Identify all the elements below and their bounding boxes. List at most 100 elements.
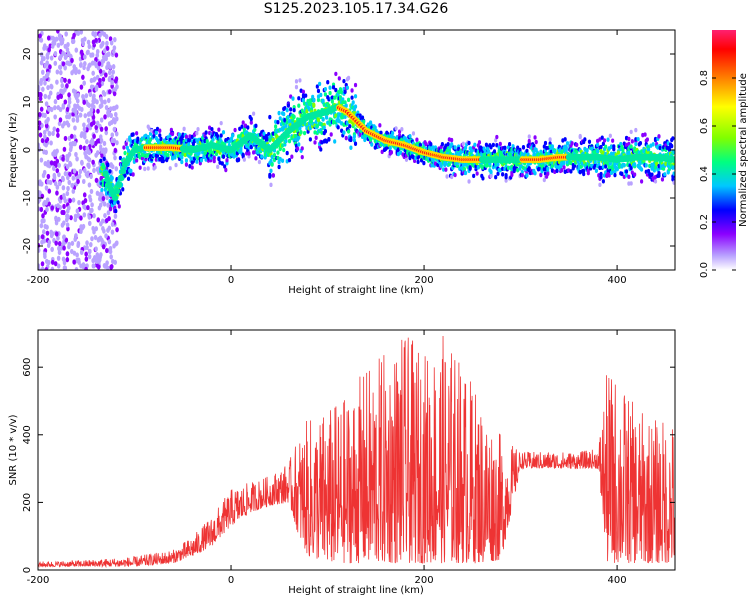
spectrogram-cell: [546, 166, 550, 171]
spectrogram-cell: [71, 188, 76, 194]
spectrogram-cell: [260, 154, 264, 159]
spectrogram-cell: [71, 111, 75, 117]
spectrogram-cell: [108, 169, 112, 174]
spectrogram-cell: [431, 145, 435, 150]
spectrogram-cell: [57, 241, 62, 247]
spectrogram-cell: [621, 147, 625, 152]
spectrogram-cell: [184, 162, 189, 167]
spectrogram-cell: [494, 175, 498, 180]
spectrogram-cell: [55, 158, 60, 164]
spectrogram-cell: [102, 48, 107, 54]
spectrogram-cell: [47, 239, 52, 246]
spectrogram-cell: [90, 52, 95, 58]
spectrogram-cell: [657, 134, 661, 139]
spectrogram-cell: [304, 93, 308, 98]
spectrogram-cell: [40, 239, 44, 245]
spectrogram-cell: [299, 130, 303, 135]
spectrogram-cell: [316, 88, 321, 94]
spectrogram-cell: [446, 142, 450, 147]
spectrogram-cell: [343, 100, 347, 105]
spectrogram-cell: [604, 144, 608, 149]
spectrogram-cell: [111, 49, 116, 55]
spectrogram-cell: [302, 130, 307, 136]
spectrogram-cell: [242, 157, 246, 162]
spectrogram-cell: [40, 234, 45, 240]
spectrogram-cell: [87, 254, 92, 260]
snr-xtick-label: 0: [228, 575, 234, 586]
spectrogram-cell: [54, 231, 59, 237]
spectrogram-cell: [64, 31, 68, 37]
spectrogram-cell: [68, 112, 72, 118]
spectrogram-cell: [397, 129, 402, 134]
spectrogram-cell: [106, 112, 110, 118]
spectrogram-cell: [575, 142, 579, 148]
spectrogram-cell: [65, 257, 70, 263]
snr-ytick-label: 600: [22, 358, 33, 377]
spectrogram-cell: [57, 180, 62, 187]
spectrogram-cell: [268, 172, 272, 178]
spectrogram-cell: [344, 135, 348, 141]
spectrogram-cell: [112, 45, 117, 51]
spectrogram-cell: [89, 188, 94, 195]
spectrogram-cell: [328, 90, 332, 96]
spectrogram-cell: [498, 141, 502, 147]
spectrogram-cell: [45, 60, 49, 66]
spectrogram-cell: [634, 141, 638, 147]
spectrogram-cell: [65, 106, 70, 113]
spectrogram-cell: [269, 182, 273, 188]
spectrogram-cell: [45, 230, 50, 236]
spectrogram-cell: [68, 171, 72, 177]
spectrogram-cell: [82, 212, 87, 218]
spectrogram-cell: [83, 167, 87, 173]
spectrogram-cell: [187, 142, 191, 147]
spectrogram-cell: [38, 95, 43, 102]
spectrogram-cell: [69, 215, 73, 221]
spectrogram-cell: [56, 104, 61, 111]
spectrogram-cell: [362, 119, 366, 124]
spectrogram-cell: [148, 137, 153, 142]
spectrogram-cell: [61, 61, 66, 67]
spectrogram-cell: [75, 156, 79, 162]
spectrogram-cell: [205, 138, 209, 144]
spectrogram-cell: [504, 174, 508, 180]
spectrogram-cell: [71, 117, 76, 123]
spectrogram-cell: [660, 177, 665, 182]
spectrogram-cell: [85, 244, 89, 251]
spectrogram-cell: [329, 132, 333, 137]
spectrogram-cell: [85, 172, 89, 178]
spectrogram-cell: [82, 192, 87, 198]
spectrogram-cell: [319, 147, 323, 152]
spectrogram-cell: [59, 77, 64, 84]
spectrogram-cell: [349, 145, 353, 150]
spectrogram-cell: [158, 133, 162, 138]
spectrogram-cell: [39, 60, 44, 66]
spectrogram-cell: [283, 105, 287, 111]
spectrogram-cell: [665, 145, 669, 151]
spectrogram-cell: [39, 37, 44, 43]
spectrogram-cell: [63, 198, 68, 204]
spectrogram-cell: [267, 152, 271, 158]
spectrogram-cell: [337, 119, 341, 124]
spectrogram-cell: [78, 168, 83, 175]
spectrogram-cell: [640, 179, 644, 184]
spectrogram-cell: [601, 141, 605, 147]
spectrogram-cell: [400, 127, 404, 132]
spectrogram-cell: [343, 89, 347, 95]
spectrogram-cell: [109, 263, 114, 270]
spectrogram-cell: [109, 254, 113, 260]
spectrogram-cell: [580, 161, 585, 166]
spectrogram-cell: [38, 120, 42, 126]
spectrogram-ticks: -200 0 200 400 -20 -10 0 10 20: [22, 30, 675, 286]
spectrogram-cell: [308, 137, 312, 142]
spectrogram-cell: [294, 79, 299, 84]
spectrogram-cell: [49, 83, 54, 89]
spectrogram-cell: [86, 117, 91, 123]
spectrogram-cell: [180, 159, 184, 165]
spectrogram-cell: [54, 215, 58, 221]
spectrogram-cell: [85, 145, 90, 151]
spectrogram-cell: [60, 209, 65, 216]
spectrogram-cell: [44, 185, 49, 191]
spectrogram-cell: [312, 102, 316, 108]
spectrogram-cell: [38, 91, 41, 97]
spectrogram-cell: [158, 128, 162, 133]
